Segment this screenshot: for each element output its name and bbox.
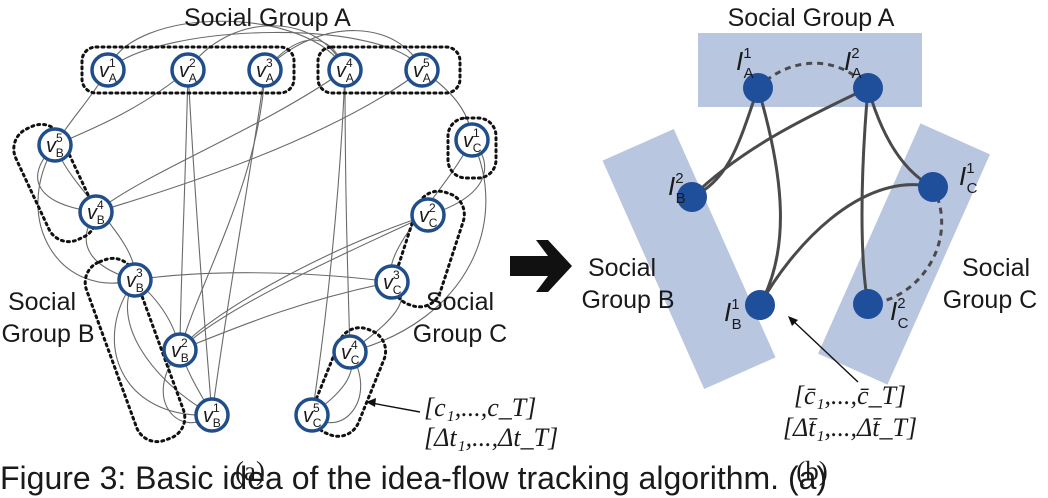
panel-b-group-a-label: Social Group A xyxy=(728,4,895,32)
node-v-a3-label: v3 A xyxy=(256,56,274,85)
panel-a-annotation-line1: [c₁,...,c_T] xyxy=(424,393,536,422)
panel-a-nodes: v1 A v2 A v3 A v4 A v5 A v5 B v4 B v3 B v2 B v1 B v1 C v2 C v3 C v… xyxy=(37,52,490,433)
node-ia2: I2 A xyxy=(844,45,883,103)
node-v-a4: v4 A xyxy=(327,52,363,88)
node-v-b5: v5 B xyxy=(37,127,73,163)
panel-b-annotation-arrow xyxy=(789,317,859,383)
node-v-b2-label: v2 B xyxy=(171,336,189,365)
node-v-a2-label: v2 A xyxy=(179,56,197,85)
node-v-c4-label: v4 C xyxy=(341,338,360,367)
panel-b-group-boxes xyxy=(602,33,990,390)
node-v-b1: v1 B xyxy=(194,397,230,433)
node-v-b1-label: v1 B xyxy=(203,401,221,430)
panel-a-group-b-label-line2: Group B xyxy=(1,320,94,348)
node-v-b2: v2 B xyxy=(162,332,198,368)
panel-b-annotation-line1: [c̄₁,...,c̄_T] xyxy=(794,381,906,410)
panel-b-group-b-label-line2: Group B xyxy=(581,286,674,314)
panel-a-group-b-label-line1: Social xyxy=(8,288,76,316)
node-v-c1: v1 C xyxy=(454,122,490,158)
panel-b-group-c-label-line1: Social xyxy=(962,254,1030,282)
node-v-c5-label: v5 C xyxy=(303,401,322,430)
node-v-a2: v2 A xyxy=(170,52,206,88)
node-v-c4: v4 C xyxy=(332,334,368,370)
node-v-c2-label: v2 C xyxy=(419,201,438,230)
panel-b-annotation-line2: [Δt̄₁,...,Δt̄_T] xyxy=(783,413,917,442)
panel-a-group-c-label-line2: Group C xyxy=(413,320,507,348)
node-v-b4-label: v4 B xyxy=(87,198,105,227)
node-v-a4-label: v4 A xyxy=(336,56,354,85)
panel-a-label: (a) xyxy=(235,456,265,486)
node-v-b4: v4 B xyxy=(78,194,114,230)
panel-b: I1 A I2 AI2 BI1 BI1 CI2 C Social Group A Social… xyxy=(581,4,1037,486)
node-v-a3: v3 A xyxy=(247,52,283,88)
figure-caption: Figure 3: Basic idea of the idea-flow tr… xyxy=(0,460,828,496)
node-v-c1-label: v1 C xyxy=(463,126,482,155)
panel-b-group-b-label-line1: Social xyxy=(588,254,656,282)
node-ib2: I2 B xyxy=(668,170,707,212)
panel-a: v1 A v2 A v3 A v4 A v5 A v5 B v4 B v3 B v2 B v1 B v1 C v2 C v3 C v… xyxy=(1,4,558,486)
panel-a-group-a-label: Social Group A xyxy=(184,4,351,32)
panel-b-group-c-label-line2: Group C xyxy=(943,286,1037,314)
node-v-c3: v3 C xyxy=(374,264,410,300)
node-v-c3-label: v3 C xyxy=(383,268,402,297)
panel-a-group-outlines xyxy=(12,45,498,444)
node-v-a5-label: v5 A xyxy=(413,56,431,85)
node-v-c5: v5 C xyxy=(294,397,330,433)
transition-arrow xyxy=(510,240,572,292)
node-v-c2: v2 C xyxy=(410,197,446,233)
panel-a-annotation-arrowhead xyxy=(366,398,376,407)
node-v-b3-label: v3 B xyxy=(126,266,144,295)
node-v-a5: v5 A xyxy=(404,52,440,88)
panel-a-annotation-line2: [Δt₁,...,Δt_T] xyxy=(424,423,558,452)
panel-b-label: (b) xyxy=(796,456,827,486)
panel-b-annotation-arrowhead xyxy=(788,316,798,326)
node-v-a1-label: v1 A xyxy=(99,56,117,85)
node-v-b3: v3 B xyxy=(117,262,153,298)
node-v-b5-label: v5 B xyxy=(46,131,64,160)
panel-a-group-c-label-line1: Social xyxy=(426,288,494,316)
node-v-a1: v1 A xyxy=(90,52,126,88)
